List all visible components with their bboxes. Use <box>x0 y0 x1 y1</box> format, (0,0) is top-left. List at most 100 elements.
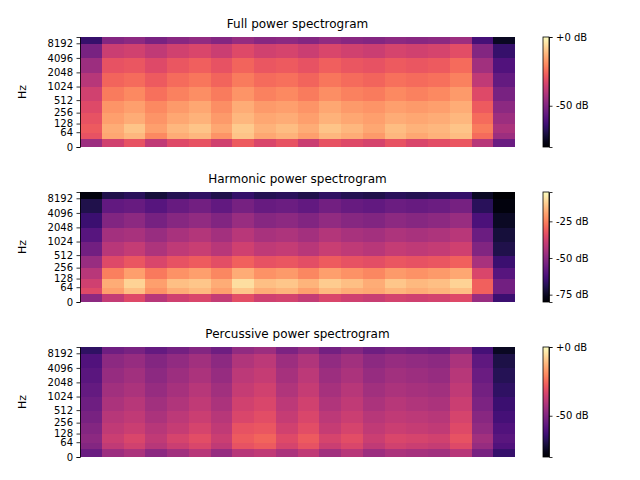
heatmap-cell <box>124 268 146 279</box>
heatmap-cell <box>145 198 167 213</box>
heatmap-cell <box>363 58 385 73</box>
heatmap-cell <box>406 382 428 397</box>
colorbar: -25 dB-50 dB-75 dB <box>543 192 589 303</box>
heatmap-cell <box>102 423 124 434</box>
heatmap-cell <box>80 138 102 147</box>
heatmap-cell <box>406 279 428 288</box>
heatmap-cell <box>145 100 167 113</box>
heatmap-cell <box>189 287 211 294</box>
heatmap-cell <box>167 397 189 411</box>
heatmap-cell <box>341 442 363 449</box>
heatmap-cell <box>276 279 298 288</box>
heatmap-cell <box>167 353 189 368</box>
heatmap-cell <box>211 382 233 397</box>
heatmap-cell <box>385 37 407 44</box>
heatmap-cell <box>428 43 450 58</box>
heatmap-cell <box>428 442 450 449</box>
heatmap-cell <box>319 368 341 383</box>
heatmap-cell <box>319 43 341 58</box>
heatmap-cell <box>472 138 494 147</box>
heatmap-cell <box>472 448 494 457</box>
heatmap-cell <box>167 255 189 268</box>
y-tick: 4096 <box>48 363 80 374</box>
heatmap-cell <box>428 72 450 87</box>
heatmap-cell <box>385 434 407 443</box>
title: Harmonic power spectrogram <box>208 172 387 186</box>
heatmap-cell <box>450 37 472 44</box>
heatmap-cell <box>493 279 515 288</box>
y-tick: 256 <box>54 417 80 428</box>
y-tick: 0 <box>67 297 80 308</box>
heatmap-cell <box>102 293 124 302</box>
heatmap-cell <box>341 58 363 73</box>
heatmap-cell <box>80 113 102 124</box>
y-tick-mark <box>77 434 81 435</box>
heatmap-cell <box>189 87 211 101</box>
heatmap-cell <box>406 255 428 268</box>
heatmap-cell <box>341 43 363 58</box>
heatmap-cell <box>102 382 124 397</box>
heatmap-cell <box>493 198 515 213</box>
heatmap-cell <box>232 410 254 423</box>
heatmap-cell <box>428 113 450 124</box>
y-axis-title: Hz <box>16 240 29 254</box>
panel: 0641282565121024204840968192HzFull power… <box>16 17 589 153</box>
heatmap-cell <box>211 242 233 256</box>
heatmap-cell <box>298 279 320 288</box>
heatmap-cell <box>319 255 341 268</box>
heatmap-cell <box>472 37 494 44</box>
heatmap-cell <box>189 213 211 228</box>
heatmap-cell <box>232 255 254 268</box>
heatmap-cell <box>319 287 341 294</box>
heatmap-cell <box>211 423 233 434</box>
heatmap-cell <box>428 293 450 302</box>
y-tick-label: 256 <box>54 107 73 118</box>
heatmap-cell <box>385 58 407 73</box>
heatmap-cell <box>341 132 363 139</box>
y-tick-mark <box>77 279 81 280</box>
heatmap-cell <box>319 227 341 242</box>
heatmap-cell <box>406 72 428 87</box>
heatmap-cell <box>102 397 124 411</box>
heatmap-cell <box>319 410 341 423</box>
heatmap-cell <box>276 37 298 44</box>
heatmap-cell <box>428 198 450 213</box>
heatmap-cell <box>298 423 320 434</box>
heatmap-cell <box>167 138 189 147</box>
heatmap-cell <box>341 100 363 113</box>
y-tick-label: 128 <box>54 118 73 129</box>
heatmap-cell <box>276 198 298 213</box>
heatmap-cell <box>341 242 363 256</box>
heatmap-cell <box>363 37 385 44</box>
heatmap-cell <box>472 442 494 449</box>
heatmap-cell <box>232 268 254 279</box>
heatmap-cell <box>167 423 189 434</box>
heatmap-cell <box>124 397 146 411</box>
heatmap-cell <box>406 43 428 58</box>
heatmap-cell <box>385 72 407 87</box>
heatmap-cell <box>211 43 233 58</box>
heatmap-cell <box>341 397 363 411</box>
heatmap-cell <box>232 138 254 147</box>
colorbar-tick-mark <box>549 416 553 417</box>
y-tick: 512 <box>54 250 80 261</box>
heatmap-cell <box>428 382 450 397</box>
heatmap-cell <box>80 442 102 449</box>
heatmap-cell <box>232 100 254 113</box>
heatmap-cell <box>80 368 102 383</box>
heatmap-cell <box>124 198 146 213</box>
heatmap-cell <box>472 353 494 368</box>
y-tick-label: 1024 <box>48 81 73 92</box>
heatmap-cell <box>211 442 233 449</box>
heatmap-cell <box>254 279 276 288</box>
heatmap-cell <box>450 132 472 139</box>
heatmap-cell <box>493 43 515 58</box>
heatmap-cell <box>363 423 385 434</box>
heatmap-cell <box>211 198 233 213</box>
y-tick-label: 1024 <box>48 236 73 247</box>
heatmap-cell <box>254 347 276 354</box>
y-tick: 2048 <box>48 67 80 78</box>
heatmap-cell <box>472 58 494 73</box>
heatmap-cell <box>189 124 211 133</box>
heatmap-cell <box>406 347 428 354</box>
